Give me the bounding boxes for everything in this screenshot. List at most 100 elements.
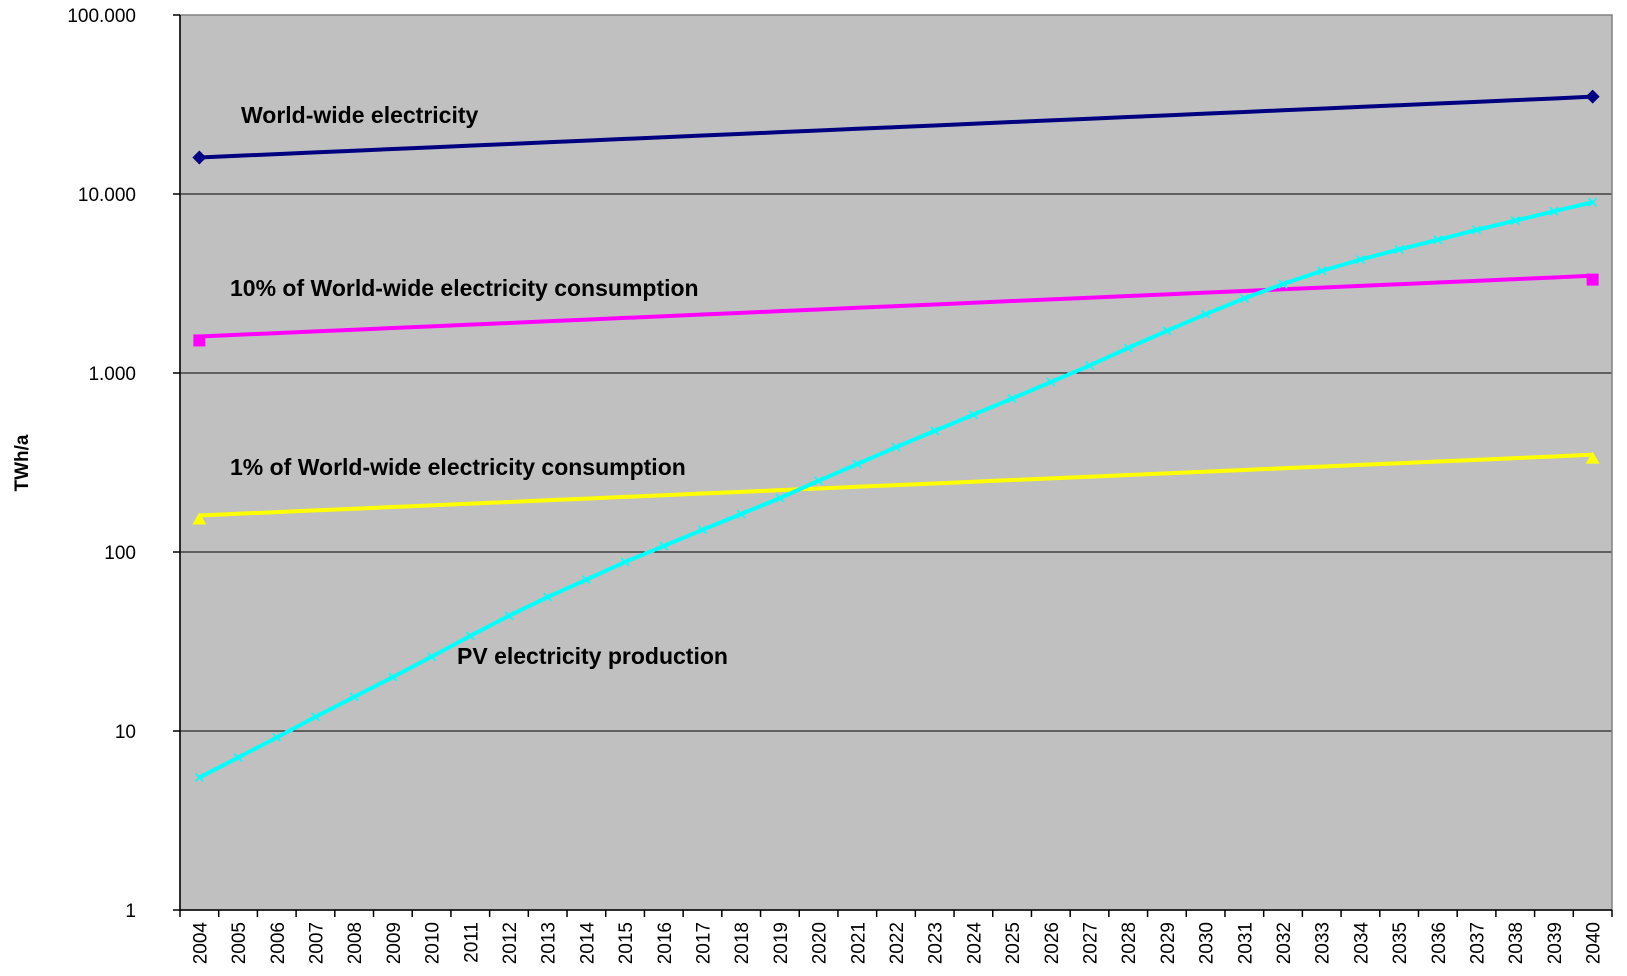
x-tick-label: 2037 (1468, 922, 1489, 964)
x-tick-label: 2009 (384, 922, 405, 964)
y-tick-label: 10 (115, 722, 136, 743)
x-tick-label: 2007 (306, 922, 327, 964)
annotation-ten-percent: 10% of World-wide electricity consumptio… (230, 275, 699, 301)
data-point (194, 772, 204, 783)
x-tick-label: 2013 (539, 922, 560, 964)
x-tick-label: 2036 (1429, 922, 1450, 964)
x-tick-label: 2031 (1235, 922, 1256, 964)
y-axis-label: TWh/a (12, 434, 33, 491)
data-point (427, 652, 437, 662)
data-point (852, 459, 862, 469)
x-tick-label: 2035 (1390, 922, 1411, 964)
data-point (1201, 309, 1211, 319)
data-point (192, 512, 207, 525)
data-point (1355, 255, 1365, 265)
x-tick-label: 2020 (810, 922, 831, 964)
x-tick-label: 2032 (1274, 922, 1295, 964)
x-tick-label: 2029 (1158, 922, 1179, 964)
data-point (1278, 279, 1288, 289)
data-point (1007, 393, 1017, 404)
data-point (1588, 197, 1598, 207)
x-tick-label: 2016 (655, 922, 676, 964)
data-point (1586, 273, 1599, 286)
series-world-wide-electricity (192, 89, 1600, 165)
x-tick-label: 2025 (1003, 922, 1024, 964)
x-tick-label: 2010 (423, 922, 444, 964)
data-point (581, 575, 591, 585)
data-point (1046, 377, 1056, 387)
x-axis: 2004 2005 2006 2007 2008 2009 2010 2011 2012 2013… (179, 909, 1613, 965)
y-tick-label: 1 (125, 901, 136, 922)
annotation-world-wide-electricity: World-wide electricity (241, 102, 479, 128)
data-point (1162, 326, 1172, 336)
data-point (1433, 235, 1443, 245)
data-point (192, 150, 207, 165)
series-layer (192, 89, 1600, 783)
data-point (272, 732, 282, 743)
data-point (1317, 266, 1327, 276)
series-10pct-of-world-wide-electricity-consumption (193, 273, 1599, 347)
x-tick-label: 2008 (345, 922, 366, 964)
x-tick-label: 2021 (848, 922, 869, 964)
x-tick-label: 2022 (887, 922, 908, 964)
data-point (388, 672, 398, 682)
x-tick-label: 2039 (1545, 922, 1566, 964)
series-line (199, 94, 1593, 160)
x-tick-label: 2006 (268, 922, 289, 964)
x-tick-label: 2019 (771, 922, 792, 964)
data-point (930, 426, 940, 436)
x-tick-label: 2012 (500, 922, 521, 964)
x-tick-label: 2015 (616, 922, 637, 964)
y-tick-label: 1.000 (88, 364, 136, 385)
x-tick-label: 2038 (1506, 922, 1527, 964)
x-tick-label: 2024 (964, 922, 985, 965)
data-point (1084, 361, 1095, 371)
data-point (1471, 225, 1482, 235)
data-point (968, 410, 978, 420)
data-point (543, 592, 553, 602)
data-point (775, 493, 785, 503)
x-tick-label: 2040 (1584, 922, 1605, 964)
data-point (814, 476, 824, 486)
data-point (1549, 206, 1559, 216)
data-point (1585, 451, 1600, 464)
data-point (1510, 216, 1520, 226)
x-tick-label: 2005 (229, 922, 250, 964)
data-point (1585, 89, 1600, 104)
x-tick-label: 2004 (190, 922, 211, 965)
x-tick-label: 2018 (732, 922, 753, 964)
x-tick-label: 2023 (926, 922, 947, 964)
data-point (659, 541, 669, 551)
data-point (1394, 244, 1404, 255)
series-line (199, 273, 1593, 339)
data-point (310, 712, 321, 722)
x-tick-label: 2033 (1313, 922, 1334, 964)
data-point (233, 753, 243, 763)
gridlines (180, 193, 1612, 732)
data-point (193, 334, 206, 347)
y-tick-label: 10.000 (78, 185, 136, 206)
data-point (1123, 343, 1133, 353)
x-tick-label: 2011 (461, 922, 482, 963)
series-pv-electricity-production (194, 197, 1598, 783)
x-tick-label: 2027 (1081, 922, 1102, 964)
x-tick-label: 2028 (1119, 922, 1140, 964)
y-tick-label: 100 (104, 543, 136, 564)
x-tick-label: 2034 (1351, 922, 1372, 965)
data-point (697, 525, 708, 535)
data-point (891, 442, 901, 452)
data-point (504, 611, 514, 621)
data-point (1239, 293, 1249, 303)
annotation-pv-production: PV electricity production (457, 643, 728, 669)
data-point (349, 692, 359, 702)
data-point (465, 631, 475, 641)
data-point (736, 509, 746, 519)
series-1pct-of-world-wide-electricity-consumption (192, 451, 1600, 525)
x-tick-label: 2026 (1042, 922, 1063, 964)
series-line (199, 452, 1593, 518)
x-tick-label: 2017 (693, 922, 714, 964)
annotation-one-percent: 1% of World-wide electricity consumption (230, 454, 686, 480)
x-tick-label: 2030 (1197, 922, 1218, 964)
y-axis: 1 10 100 1.000 10.000 100.000 (67, 6, 181, 922)
